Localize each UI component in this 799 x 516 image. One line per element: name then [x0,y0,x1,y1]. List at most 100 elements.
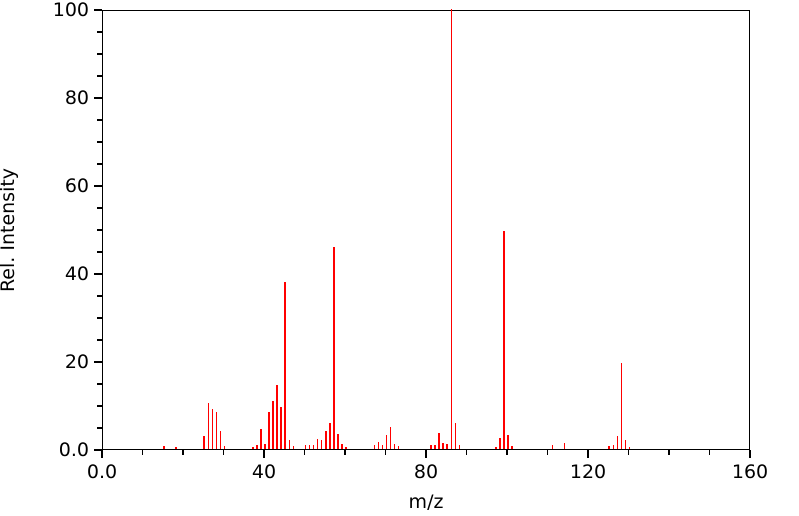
y-axis-title: Rel. Intensity [0,167,19,293]
spectrum-peak [495,446,497,449]
spectrum-peak [612,444,615,449]
spectrum-peak [207,402,210,449]
spectrum-peak [381,444,384,449]
x-tick-label: 160 [731,461,769,483]
x-tick-label: 120 [569,461,607,483]
spectrum-peak [397,446,400,449]
spectrum-peak [308,444,311,449]
x-tick-minor [708,450,711,455]
y-tick-minor [97,163,102,165]
spectrum-peak [256,444,258,449]
x-tick-label: 80 [413,461,439,483]
y-tick-minor [97,31,102,33]
x-tick-label: 0.0 [86,461,118,483]
spectrum-peak [442,442,444,449]
y-tick-minor [97,229,102,231]
spectrum-peak [292,446,295,449]
y-tick-minor [97,317,102,319]
y-tick-minor [97,141,102,143]
x-tick-minor [668,450,670,455]
spectrum-peak [608,446,611,449]
y-tick-major [94,449,102,451]
x-tick-major [101,450,103,458]
spectrum-peak [624,440,627,449]
spectrum-peak [175,447,177,449]
y-tick-minor [97,427,102,429]
spectrum-peak [563,443,566,449]
spectrum-peak [551,444,554,449]
x-tick-minor [384,450,387,455]
plot-area [102,9,750,450]
x-axis: 0.0 40 80 120 160 m/z [0,450,799,516]
spectrum-peak [268,411,270,449]
y-tick-label: 20 [64,351,89,373]
spectrum-peak [507,434,509,449]
y-tick-label: 100 [52,0,89,21]
y-tick-minor [97,339,102,341]
y-tick-minor [97,75,102,77]
x-tick-major [263,450,265,458]
spectrum-peak [272,400,274,449]
spectrum-peak [434,444,436,449]
spectrum-peak [628,446,631,449]
y-tick-minor [97,119,102,121]
spectrum-peak [329,422,331,449]
spectrum-peak [276,385,278,449]
x-tick-minor [627,450,630,455]
spectrum-peak [454,422,457,449]
x-tick-major [587,450,589,458]
y-tick-major [94,97,102,99]
y-tick-major [94,273,102,275]
x-tick-minor [506,450,508,455]
spectrum-peak [316,439,319,449]
x-tick-major [425,450,427,458]
x-tick-minor [546,450,549,455]
spectrum-peak [616,435,619,449]
x-tick-minor [344,450,346,455]
spectrum-peak [320,440,323,449]
spectrum-peak [215,412,218,449]
x-tick-major [749,450,751,458]
y-tick-label: 40 [64,263,89,285]
spectrum-peak [223,445,226,449]
x-tick-minor [222,450,225,455]
y-tick-minor [97,207,102,209]
spectrum-peak [280,407,282,449]
spectrum-peak [499,437,501,449]
y-tick-minor [97,383,102,385]
y-tick-minor [97,405,102,407]
spectrum-peak [438,433,440,449]
x-tick-minor [303,450,306,455]
spectrum-peak [345,446,347,449]
y-tick-label: 80 [64,87,89,109]
spectrum-peak [393,443,396,449]
spectrum-peak [337,433,339,449]
peaks-layer [103,9,749,449]
spectrum-peak [324,431,327,449]
spectrum-peak [377,441,380,449]
spectrum-peak [373,445,376,449]
spectrum-peak [219,431,222,449]
x-tick-minor [465,450,468,455]
spectrum-peak [341,443,343,449]
y-tick-minor [97,295,102,297]
spectrum-peak [333,246,335,449]
spectrum-peak [203,436,206,449]
spectrum-peak [252,446,254,449]
spectrum-peak [503,231,505,449]
spectrum-peak [260,429,262,449]
spectrum-peak [458,445,461,449]
spectrum-peak [264,443,266,449]
y-tick-label: 60 [64,175,89,197]
spectrum-peak [430,445,432,449]
spectrum-peak [304,445,307,449]
y-tick-major [94,185,102,187]
spectrum-peak [620,363,623,449]
spectrum-peak [511,446,513,449]
spectrum-peak [312,445,315,449]
y-tick-major [94,9,102,11]
y-axis: Rel. Intensity 0.0 20 40 60 80 100 [0,0,102,516]
spectrum-peak [450,9,453,449]
x-axis-title: m/z [408,491,444,513]
x-tick-minor [182,450,184,455]
